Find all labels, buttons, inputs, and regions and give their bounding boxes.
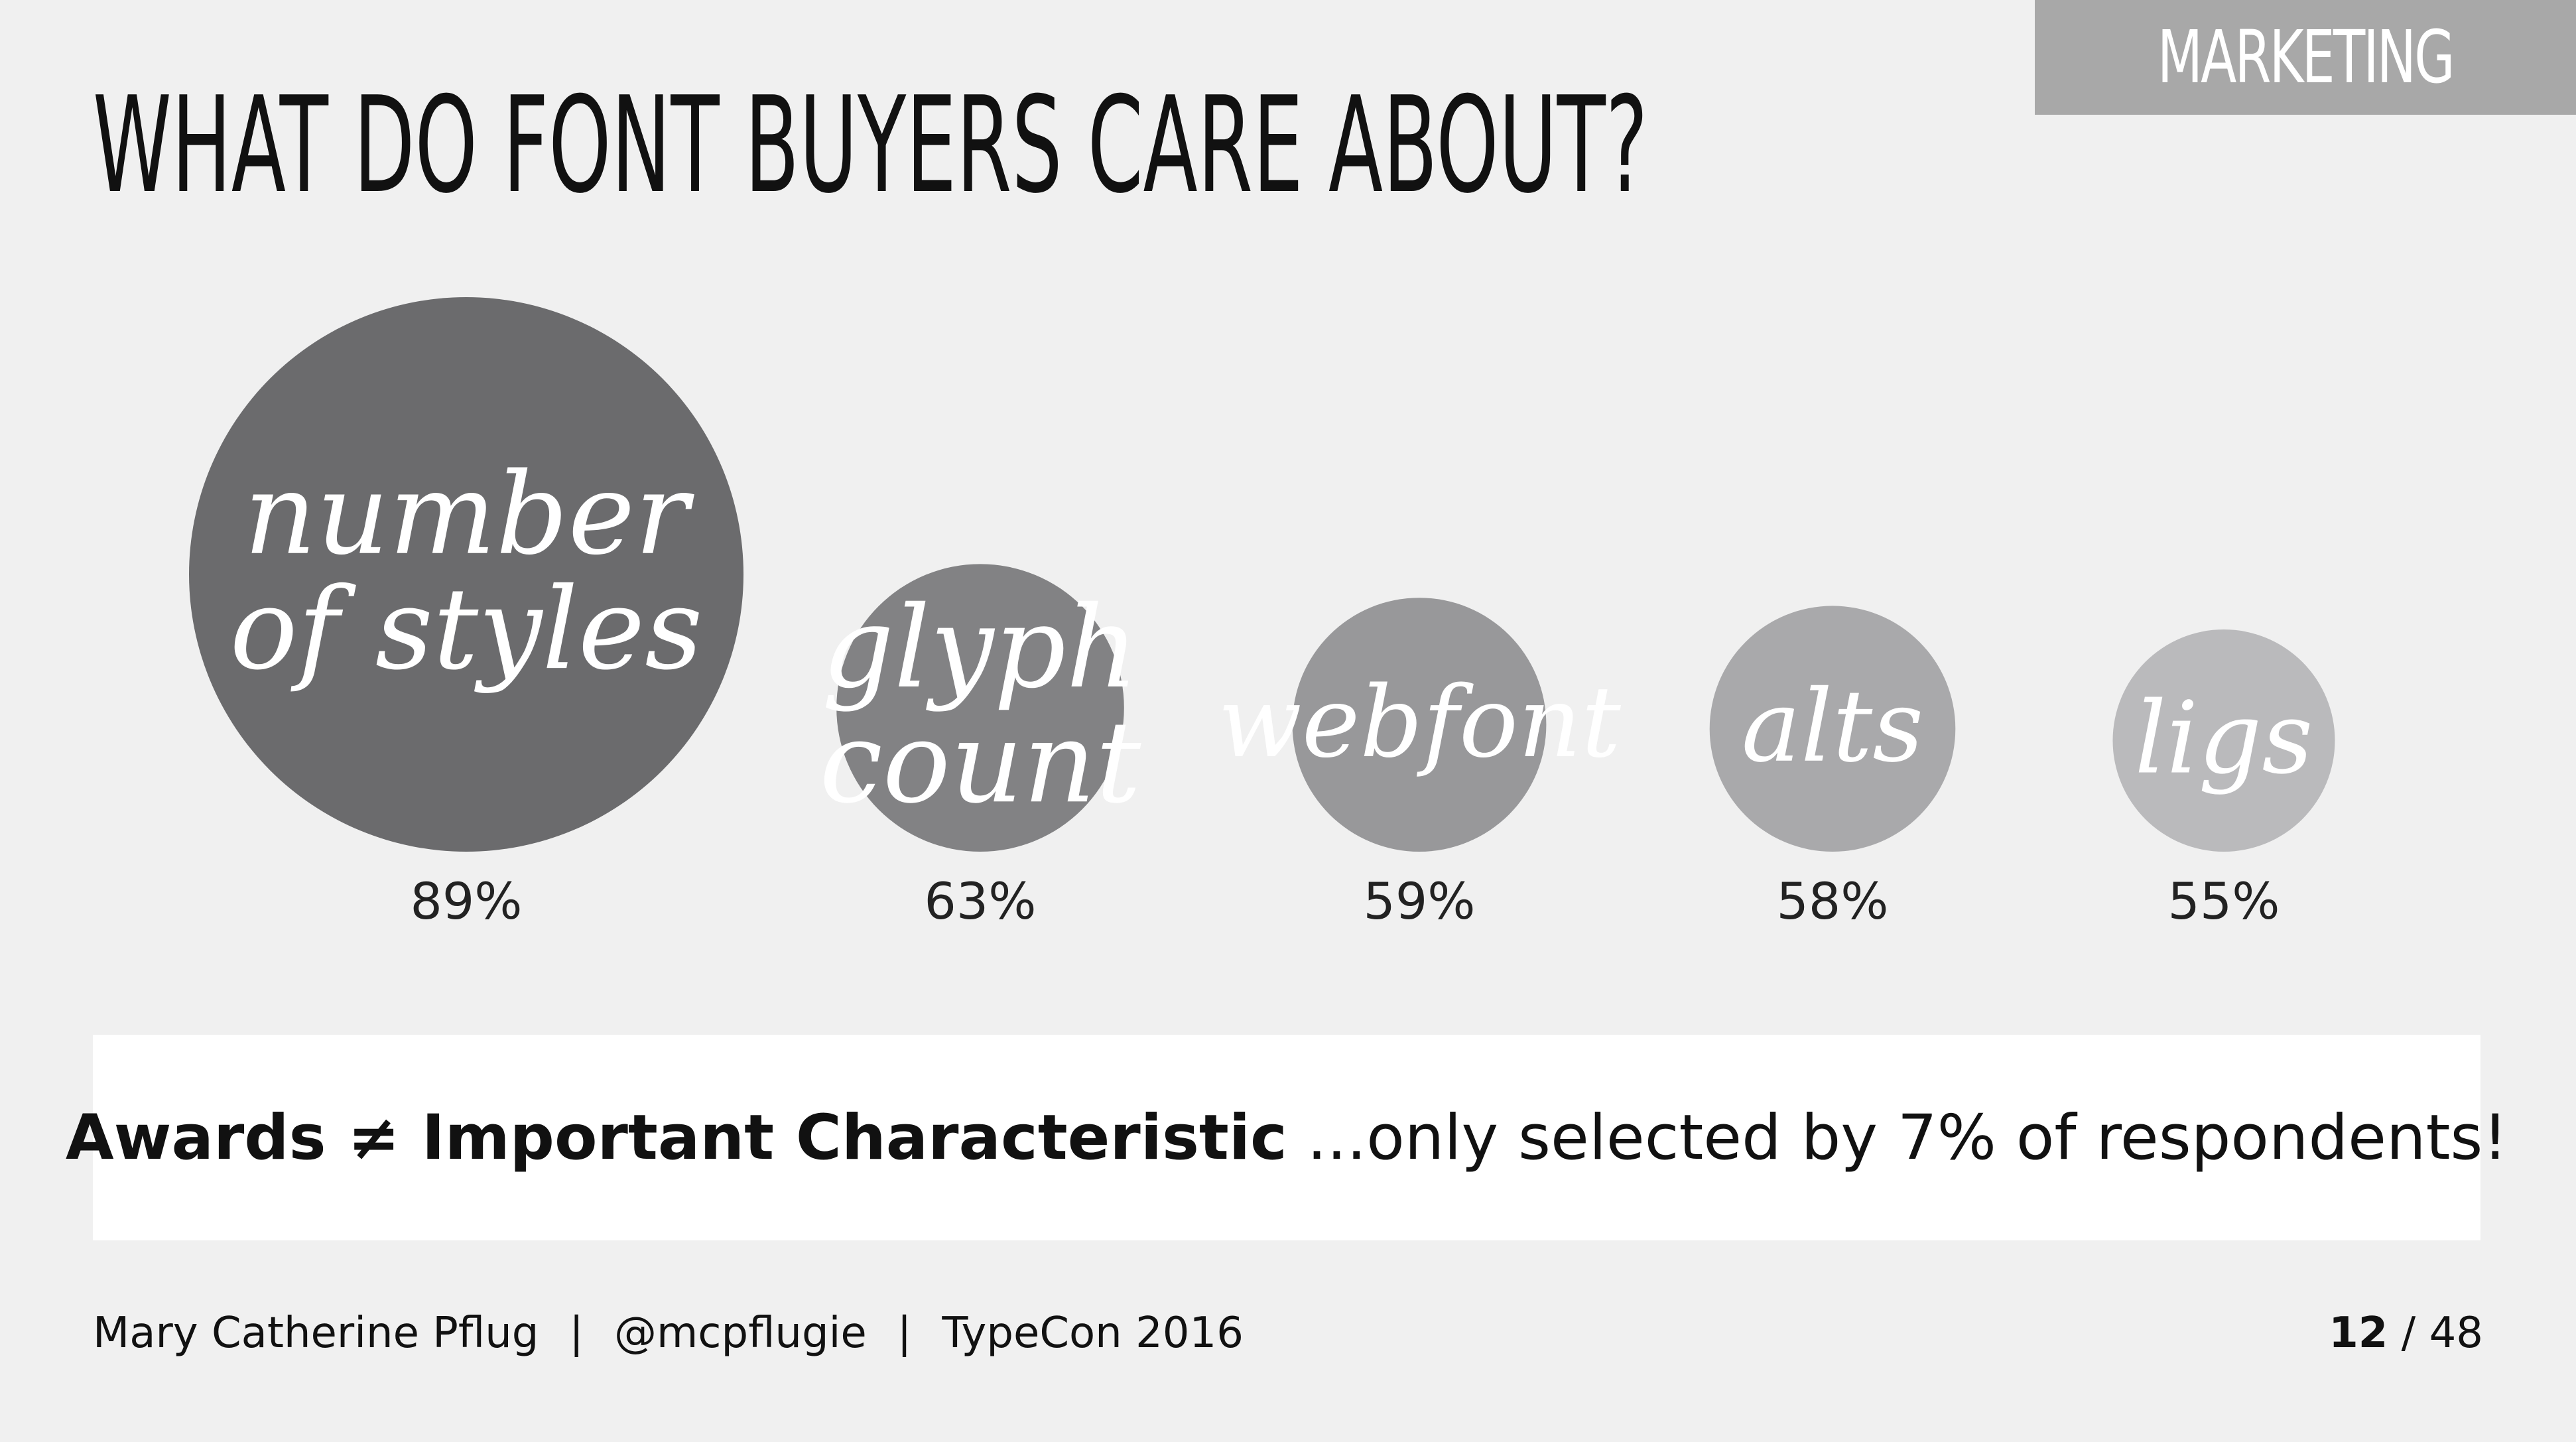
bubble-value-label: 89% bbox=[411, 872, 523, 931]
bubble-circle bbox=[1709, 606, 1956, 852]
callout-bold-text: Awards ≠ Important Characteristic bbox=[65, 1101, 1287, 1174]
bubble-2: webfont 59% bbox=[1218, 598, 1621, 931]
bubble-circle bbox=[836, 564, 1124, 852]
bubble-label: glyph bbox=[822, 582, 1139, 714]
bubble-4: ligs 55% bbox=[2112, 629, 2335, 931]
bubble-circle bbox=[1292, 598, 1547, 852]
page-number: 12 / 48 bbox=[2329, 1300, 2483, 1366]
bubble-value-label: 59% bbox=[1364, 872, 1476, 931]
page-current: 12 bbox=[2329, 1309, 2388, 1358]
bubble-label: of styles bbox=[229, 564, 702, 695]
bubble-3: alts 58% bbox=[1709, 606, 1956, 931]
footer-credits: Mary Catherine Pflug | @mcpflugie | TypeCon … bbox=[93, 1300, 1244, 1366]
bubble-circle bbox=[189, 297, 743, 852]
footer-separator: | bbox=[897, 1309, 912, 1358]
section-tag: MARKETING bbox=[2035, 0, 2576, 115]
bubble-label: number bbox=[244, 449, 695, 580]
footer-author: Mary Catherine Pflug bbox=[93, 1309, 539, 1358]
footer-event: TypeCon 2016 bbox=[942, 1309, 1244, 1358]
slide-title: WHAT DO FONT BUYERS CARE ABOUT? bbox=[93, 68, 1648, 223]
page-separator: / bbox=[2388, 1309, 2429, 1358]
bubble-label: ligs bbox=[2135, 681, 2313, 796]
bubble-label: count bbox=[820, 697, 1142, 828]
callout-text: ...only selected by 7% of respondents! bbox=[1287, 1101, 2508, 1174]
bubble-value-label: 63% bbox=[925, 872, 1037, 931]
bubble-value-label: 58% bbox=[1777, 872, 1889, 931]
footer-handle: @mcpflugie bbox=[613, 1309, 867, 1358]
bubble-circle bbox=[2112, 629, 2335, 852]
footer-separator: | bbox=[569, 1309, 584, 1358]
page-total: 48 bbox=[2429, 1309, 2483, 1358]
bubble-value-label: 55% bbox=[2168, 872, 2280, 931]
bubble-label: alts bbox=[1742, 669, 1924, 785]
bubble-label: webfont bbox=[1218, 665, 1621, 779]
callout-box: Awards ≠ Important Characteristic ...onl… bbox=[66, 1035, 2508, 1240]
section-tag-label: MARKETING bbox=[2157, 15, 2455, 99]
